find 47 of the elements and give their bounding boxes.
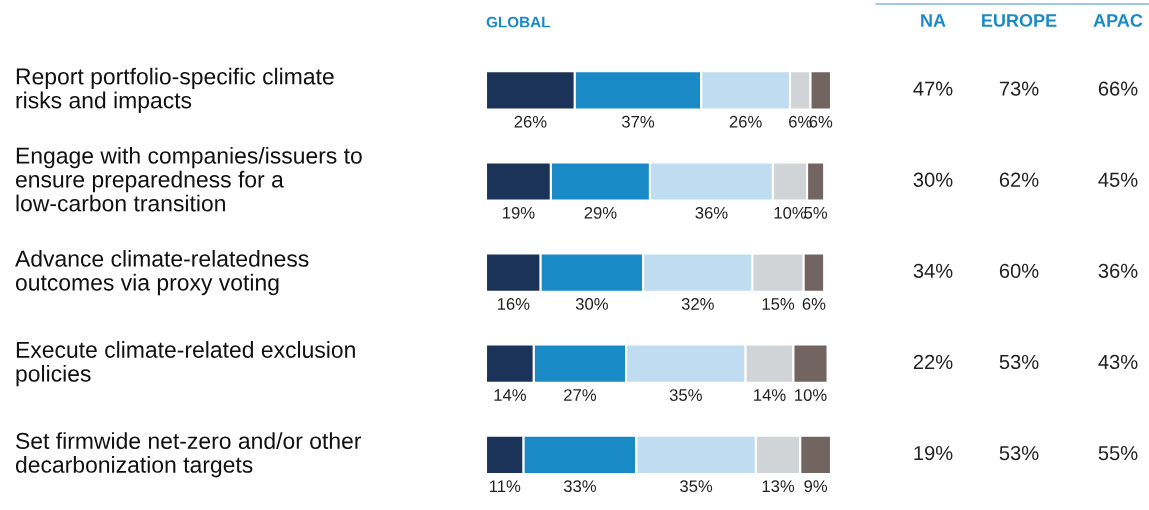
- data-label: 35%: [680, 480, 713, 493]
- text: 19%: [914, 445, 953, 461]
- data-label: 36%: [695, 206, 728, 219]
- y-tick-label: Engage with companies/issuers to ensure preparedness for a low-carbon transition: [15, 146, 362, 212]
- data-label: 26%: [729, 115, 762, 128]
- data-label: 26%: [514, 115, 547, 128]
- y-tick-label: Set firmwide net-zero and/or other decarbonization targets: [15, 432, 362, 478]
- text: 73%: [999, 81, 1039, 96]
- data-label: 19%: [503, 206, 535, 219]
- y-tick-label: Report portfolio-specific climate risks and impacts: [16, 67, 334, 113]
- text: APAC: [1093, 14, 1143, 27]
- text: 55%: [1098, 446, 1138, 461]
- text: EUROPE: [982, 14, 1057, 27]
- y-tick-label: Execute climate-related exclusion policies: [16, 341, 355, 387]
- text: 30%: [913, 172, 953, 187]
- data-label: 27%: [564, 389, 597, 401]
- data-label: 10%: [795, 389, 827, 401]
- data-label: 32%: [681, 298, 714, 310]
- data-label: 6%: [802, 298, 826, 310]
- text: 53%: [999, 354, 1039, 370]
- data-label: 33%: [563, 480, 597, 493]
- y-tick-label: Advance climate-relatedness outcomes via proxy voting: [15, 249, 309, 296]
- data-label: 13%: [762, 480, 795, 493]
- data-label: 35%: [669, 389, 702, 401]
- data-label: 16%: [497, 298, 530, 310]
- data-label: 14%: [754, 389, 786, 401]
- text: 45%: [1098, 172, 1138, 187]
- data-label: 14%: [494, 389, 526, 401]
- text: 22%: [913, 354, 953, 370]
- data-label: 30%: [575, 298, 608, 310]
- text: 60%: [999, 263, 1039, 278]
- chart-title: GLOBAL: [486, 16, 551, 28]
- data-label: 15%: [762, 298, 795, 310]
- data-label: 29%: [584, 206, 617, 219]
- data-label: 9%: [804, 480, 828, 493]
- text: 43%: [1098, 354, 1138, 370]
- text: 47%: [913, 81, 953, 96]
- data-label: 37%: [621, 115, 655, 128]
- text: 53%: [999, 445, 1039, 461]
- text: NA: [921, 14, 946, 27]
- data-label: 10%: [774, 206, 807, 219]
- text: 66%: [1098, 81, 1138, 96]
- text: 34%: [913, 263, 953, 278]
- text: 36%: [1098, 263, 1138, 278]
- data-label: 11%: [489, 480, 521, 492]
- data-label: 5%: [804, 207, 828, 219]
- text: 62%: [999, 172, 1039, 187]
